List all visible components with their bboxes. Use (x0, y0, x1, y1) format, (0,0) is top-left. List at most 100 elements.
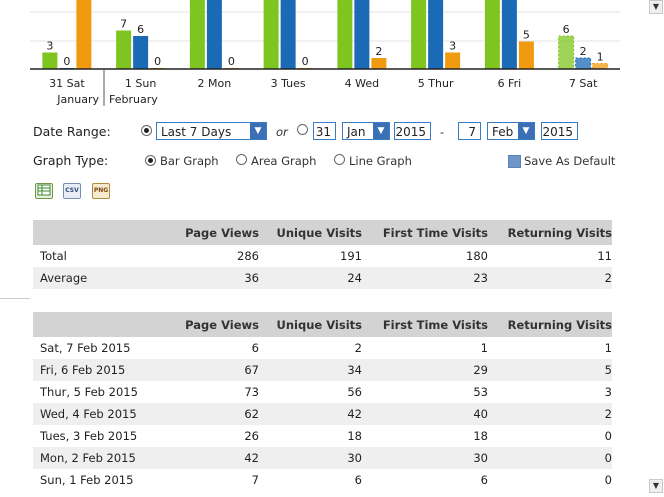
to-day-input[interactable]: 7 (458, 122, 481, 140)
cell-page-views: 6 (251, 341, 259, 355)
chart-bar (76, 0, 92, 69)
cell-page-views: 286 (237, 249, 259, 263)
row-date: Tues, 3 Feb 2015 (40, 429, 138, 443)
cell-first-time-visits: 18 (473, 429, 488, 443)
data-label: 2 (580, 45, 587, 58)
summary-header-blank (33, 220, 183, 245)
chart-bar (116, 30, 132, 69)
header-first-time-visits: First Time Visits (382, 317, 488, 332)
cell-first-time-visits: 23 (473, 271, 488, 285)
excel-export-icon[interactable] (35, 183, 53, 199)
cell-first-time-visits: 30 (473, 451, 488, 465)
scrollbar[interactable]: ▼ ▼ (649, 0, 664, 497)
table-row: Tues, 3 Feb 2015 26 18 18 0 (33, 425, 612, 447)
bar-graph-label: Bar Graph (160, 154, 219, 168)
chart-bar (411, 0, 427, 69)
cell-returning-visits: 5 (604, 363, 612, 377)
from-month-select[interactable]: Jan ▼ (342, 122, 390, 140)
line-graph-radio[interactable] (334, 154, 345, 165)
daily-table: Page Views Unique Visits First Time Visi… (33, 312, 612, 491)
chart-bar (518, 41, 534, 69)
custom-range-radio[interactable] (297, 124, 308, 135)
cell-first-time-visits: 1 (480, 341, 488, 355)
data-label: 0 (154, 55, 161, 68)
cell-page-views: 42 (244, 451, 259, 465)
summary-row-total: Total 286 191 180 11 (33, 245, 612, 267)
chart-bar (206, 0, 222, 69)
chart-bar (354, 0, 370, 69)
save-default-checkbox[interactable] (508, 155, 521, 168)
to-month-select[interactable]: Feb ▼ (487, 122, 535, 140)
chart-bar (337, 0, 353, 69)
spreadsheet-icon (37, 184, 51, 196)
chevron-down-icon: ▼ (373, 123, 389, 139)
bar-graph-radio[interactable] (145, 155, 156, 166)
chart-bar (428, 0, 444, 69)
date-range-label: Date Range: (33, 124, 111, 139)
cell-unique-visits: 34 (347, 363, 362, 377)
cell-returning-visits: 0 (604, 429, 612, 443)
cell-page-views: 62 (244, 407, 259, 421)
cell-returning-visits: 11 (597, 249, 612, 263)
csv-export-icon[interactable]: CSV (63, 183, 81, 199)
cell-page-views: 67 (244, 363, 259, 377)
data-label: 1 (597, 51, 604, 64)
chart-bar (484, 0, 500, 69)
table-row: Thur, 5 Feb 2015 73 56 53 3 (33, 381, 612, 403)
chevron-down-icon: ▼ (250, 123, 266, 139)
table-row: Fri, 6 Feb 2015 67 34 29 5 (33, 359, 612, 381)
scroll-down-arrow-icon[interactable]: ▼ (649, 479, 663, 493)
x-tick-label: 2 Mon (198, 77, 232, 90)
row-date: Sun, 1 Feb 2015 (40, 473, 134, 487)
from-year-input[interactable]: 2015 (394, 122, 431, 140)
data-label: 2 (375, 45, 382, 58)
data-label: 7 (120, 18, 127, 31)
from-day-input[interactable]: 31 (313, 122, 336, 140)
from-month-value: Jan (347, 125, 366, 139)
cell-unique-visits: 24 (347, 271, 362, 285)
header-page-views: Page Views (185, 225, 259, 240)
row-date: Thur, 5 Feb 2015 (40, 385, 138, 399)
chart-bar (592, 63, 609, 70)
cell-returning-visits: 1 (604, 341, 612, 355)
data-label: 0 (302, 55, 309, 68)
preset-range-radio[interactable] (141, 125, 152, 136)
x-tick-label: 3 Tues (271, 77, 306, 90)
chart-bar (189, 0, 205, 69)
line-graph-label: Line Graph (349, 154, 412, 168)
cell-page-views: 26 (244, 429, 259, 443)
data-label: 0 (228, 55, 235, 68)
header-unique-visits: Unique Visits (276, 317, 362, 332)
cell-returning-visits: 0 (604, 473, 612, 487)
x-tick-label: 5 Thur (418, 77, 454, 90)
daily-header-row: Page Views Unique Visits First Time Visi… (33, 312, 612, 337)
cell-unique-visits: 2 (354, 341, 362, 355)
to-year-input[interactable]: 2015 (541, 122, 578, 140)
data-label: 6 (563, 23, 570, 36)
table-row: Mon, 2 Feb 2015 42 30 30 0 (33, 447, 612, 469)
row-date: Wed, 4 Feb 2015 (40, 407, 137, 421)
summary-row-average: Average 36 24 23 2 (33, 267, 612, 289)
area-graph-radio[interactable] (236, 154, 247, 165)
cell-page-views: 36 (244, 271, 259, 285)
row-date: Fri, 6 Feb 2015 (40, 363, 126, 377)
cell-unique-visits: 18 (347, 429, 362, 443)
to-month-value: Feb (492, 125, 514, 139)
cell-first-time-visits: 6 (480, 473, 488, 487)
table-row: Sat, 7 Feb 2015 6 2 1 1 (33, 337, 612, 359)
row-label: Total (40, 249, 67, 263)
chart-bar (133, 36, 149, 69)
data-label: 5 (523, 29, 530, 42)
png-export-icon[interactable]: PNG (92, 183, 110, 199)
range-preset-select[interactable]: Last 7 Days ▼ (156, 122, 267, 140)
cell-first-time-visits: 40 (473, 407, 488, 421)
x-tick-label: 6 Fri (498, 77, 522, 90)
chart-bar (575, 57, 592, 70)
row-date: Sat, 7 Feb 2015 (40, 341, 131, 355)
x-tick-label: 4 Wed (345, 77, 379, 90)
chevron-down-icon: ▼ (518, 123, 534, 139)
scroll-down-arrow-icon[interactable]: ▼ (649, 0, 663, 14)
header-first-time-visits: First Time Visits (382, 225, 488, 240)
